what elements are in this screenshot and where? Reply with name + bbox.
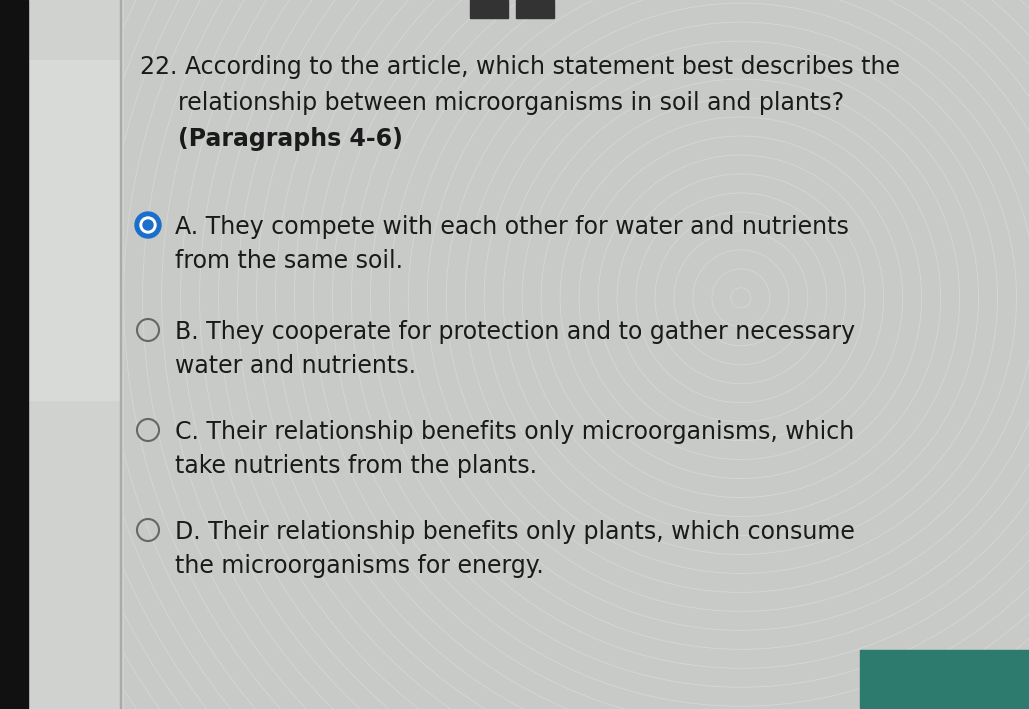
Text: (Paragraphs 4-6): (Paragraphs 4-6)	[178, 127, 403, 151]
Text: 22. According to the article, which statement best describes the: 22. According to the article, which stat…	[140, 55, 900, 79]
Text: take nutrients from the plants.: take nutrients from the plants.	[175, 454, 537, 478]
Bar	[470, 0, 508, 18]
Bar	[860, 650, 1029, 709]
Text: B. They cooperate for protection and to gather necessary: B. They cooperate for protection and to …	[175, 320, 855, 344]
Circle shape	[143, 220, 153, 230]
Bar	[28, 0, 123, 709]
Text: A. They compete with each other for water and nutrients: A. They compete with each other for wate…	[175, 215, 849, 239]
Text: D. Their relationship benefits only plants, which consume: D. Their relationship benefits only plan…	[175, 520, 855, 544]
Text: C. Their relationship benefits only microorganisms, which: C. Their relationship benefits only micr…	[175, 420, 854, 444]
Circle shape	[140, 217, 156, 233]
Bar	[28, 60, 120, 400]
Bar	[0, 0, 28, 709]
Text: the microorganisms for energy.: the microorganisms for energy.	[175, 554, 543, 578]
Text: from the same soil.: from the same soil.	[175, 249, 403, 273]
Bar	[516, 0, 554, 18]
Circle shape	[135, 212, 161, 238]
Text: relationship between microorganisms in soil and plants?: relationship between microorganisms in s…	[178, 91, 844, 115]
Text: water and nutrients.: water and nutrients.	[175, 354, 416, 378]
